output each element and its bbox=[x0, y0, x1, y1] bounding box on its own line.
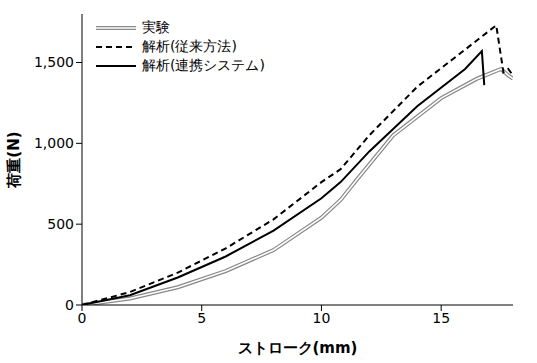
svg-text:1,500: 1,500 bbox=[34, 54, 74, 70]
svg-text:荷重(N): 荷重(N) bbox=[5, 131, 23, 188]
html-text:実験: 実験 bbox=[142, 19, 170, 35]
html-text:解析(従来方法): 解析(従来方法) bbox=[142, 38, 237, 54]
svg-text:0: 0 bbox=[65, 297, 74, 313]
svg-text:15: 15 bbox=[432, 310, 450, 326]
svg-text:ストローク(mm): ストローク(mm) bbox=[238, 339, 358, 357]
svg-text:5: 5 bbox=[197, 310, 206, 326]
svg-text:10: 10 bbox=[313, 310, 331, 326]
html-text:解析(連携システム): 解析(連携システム) bbox=[142, 57, 265, 73]
svg-text:500: 500 bbox=[47, 216, 74, 232]
svg-text:0: 0 bbox=[78, 310, 87, 326]
svg-text:1,000: 1,000 bbox=[34, 135, 74, 151]
